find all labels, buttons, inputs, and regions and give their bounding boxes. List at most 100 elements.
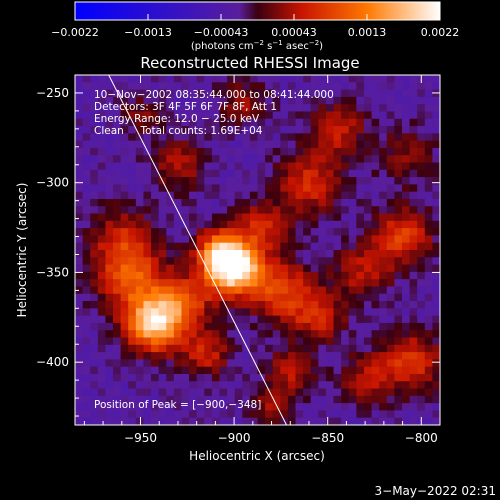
heatmap-cell: [173, 198, 183, 207]
heatmap-cell: [82, 96, 91, 105]
heatmap-cell: [242, 410, 251, 419]
heatmap-cell: [242, 155, 251, 164]
heatmap-cell: [257, 155, 266, 164]
heatmap-cell: [234, 162, 243, 171]
heatmap-cell: [135, 366, 145, 375]
heatmap-cell: [348, 301, 357, 309]
heatmap-cell: [401, 147, 411, 156]
heatmap-cell: [242, 147, 251, 156]
heatmap-cell: [333, 366, 342, 375]
heatmap-cell: [318, 417, 327, 425]
heatmap-cell: [310, 293, 319, 302]
heatmap-cell: [356, 417, 365, 425]
heatmap-cell: [158, 257, 167, 266]
heatmap-cell: [424, 242, 433, 251]
heatmap-cell: [120, 133, 129, 142]
heatmap-cell: [75, 104, 84, 113]
heatmap-cell: [105, 177, 114, 185]
heatmap-cell: [82, 301, 91, 309]
heatmap-cell: [249, 264, 259, 273]
heatmap-cell: [249, 271, 259, 280]
heatmap-cell: [181, 271, 190, 280]
heatmap-cell: [234, 395, 243, 404]
heatmap-cell: [173, 177, 183, 185]
heatmap-cell: [280, 410, 289, 419]
heatmap-cell: [166, 388, 175, 397]
heatmap-cell: [82, 344, 91, 353]
heatmap-cell: [234, 235, 243, 244]
heatmap-cell: [219, 155, 228, 164]
heatmap-cell: [105, 308, 114, 317]
heatmap-cell: [97, 155, 107, 164]
heatmap-cell: [295, 308, 304, 317]
heatmap-cell: [97, 373, 107, 382]
heatmap-cell: [82, 410, 91, 419]
heatmap-cell: [143, 155, 152, 164]
heatmap-cell: [348, 366, 357, 375]
heatmap-cell: [401, 308, 411, 317]
heatmap-cell: [113, 82, 122, 91]
heatmap-cell: [97, 89, 107, 98]
heatmap-cell: [394, 373, 403, 382]
heatmap-cell: [265, 381, 274, 390]
heatmap-cell: [97, 359, 107, 368]
heatmap-cell: [371, 96, 380, 105]
heatmap-cell: [401, 198, 411, 207]
heatmap-cell: [325, 264, 335, 273]
heatmap-cell: [158, 373, 167, 382]
heatmap-cell: [363, 82, 373, 91]
heatmap-cell: [151, 301, 160, 309]
heatmap-cell: [97, 395, 107, 404]
heatmap-cell: [272, 220, 281, 229]
heatmap-cell: [143, 366, 152, 375]
heatmap-cell: [173, 388, 183, 397]
heatmap-cell: [341, 381, 350, 390]
heatmap-cell: [325, 147, 335, 156]
heatmap-cell: [181, 191, 190, 200]
heatmap-cell: [181, 279, 190, 288]
heatmap-cell: [105, 220, 114, 229]
heatmap-cell: [219, 352, 228, 360]
heatmap-cell: [432, 147, 440, 156]
heatmap-cell: [424, 169, 433, 178]
heatmap-cell: [82, 75, 91, 83]
heatmap-cell: [371, 330, 380, 339]
heatmap-cell: [356, 403, 365, 412]
heatmap-cell: [143, 162, 152, 171]
heatmap-cell: [113, 184, 122, 193]
heatmap-cell: [151, 228, 160, 237]
heatmap-cell: [424, 381, 433, 390]
heatmap-cell: [75, 352, 84, 360]
heatmap-cell: [348, 111, 357, 120]
heatmap-cell: [234, 301, 243, 309]
heatmap-cell: [318, 315, 327, 324]
heatmap-cell: [401, 82, 411, 91]
heatmap-cell: [356, 111, 365, 120]
heatmap-cell: [234, 381, 243, 390]
heatmap-cell: [272, 147, 281, 156]
heatmap-cell: [97, 235, 107, 244]
heatmap-cell: [90, 198, 99, 207]
heatmap-cell: [379, 235, 388, 244]
heatmap-cell: [272, 155, 281, 164]
heatmap-cell: [113, 359, 122, 368]
heatmap-cell: [97, 242, 107, 251]
heatmap-cell: [318, 191, 327, 200]
heatmap-cell: [143, 228, 152, 237]
heatmap-cell: [333, 257, 342, 266]
heatmap-cell: [75, 169, 84, 178]
heatmap-cell: [181, 155, 190, 164]
heatmap-cell: [97, 337, 107, 346]
heatmap-cell: [181, 206, 190, 215]
heatmap-cell: [333, 337, 342, 346]
heatmap-cell: [234, 293, 243, 302]
heatmap-cell: [280, 279, 289, 288]
heatmap-cell: [394, 403, 403, 412]
heatmap-cell: [356, 96, 365, 105]
heatmap-cell: [143, 198, 152, 207]
heatmap-cell: [257, 308, 266, 317]
heatmap-cell: [227, 308, 236, 317]
heatmap-cell: [189, 75, 198, 83]
heatmap-cell: [128, 359, 137, 368]
heatmap-cell: [341, 301, 350, 309]
